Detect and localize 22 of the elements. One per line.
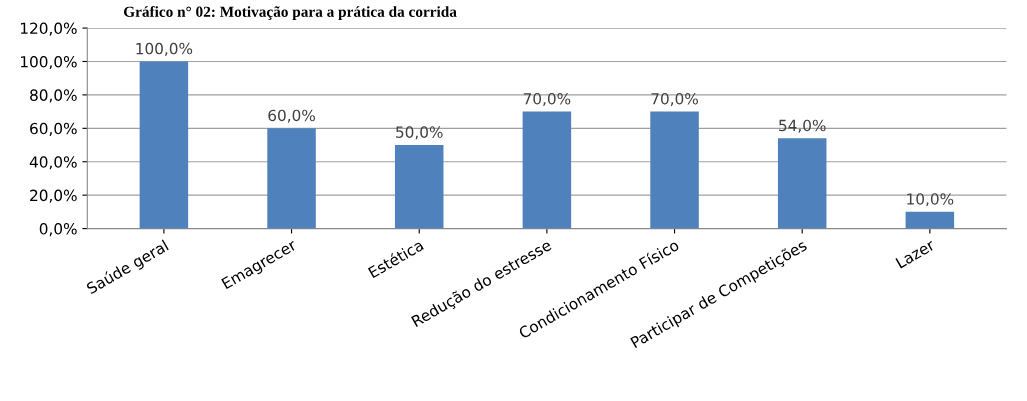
bar — [522, 111, 572, 229]
y-tick-label: 100,0% — [21, 55, 77, 70]
bar — [650, 111, 699, 229]
bar — [394, 145, 444, 229]
bar — [777, 138, 827, 229]
data-label: 60,0% — [268, 109, 315, 123]
data-label: 54,0% — [779, 119, 826, 133]
y-tick-label: 40,0% — [29, 156, 77, 170]
y-tick-label: 60,0% — [30, 122, 77, 136]
y-tick-label: 0,0% — [39, 223, 77, 237]
y-tick-label: 80,0% — [30, 89, 77, 103]
bar — [139, 61, 189, 229]
data-label: 50,0% — [396, 126, 443, 140]
bar — [905, 211, 955, 229]
chart-title: Gráfico n° 02: Motivação para a prática da corrida — [123, 6, 457, 21]
data-label: 70,0% — [523, 92, 571, 107]
bar — [267, 128, 316, 229]
data-label: 10,0% — [907, 193, 954, 207]
y-tick-label: 20,0% — [30, 189, 77, 203]
data-label: 100,0% — [136, 42, 193, 56]
y-tick-label: 120,0% — [21, 22, 77, 36]
data-label: 70,0% — [651, 92, 698, 107]
